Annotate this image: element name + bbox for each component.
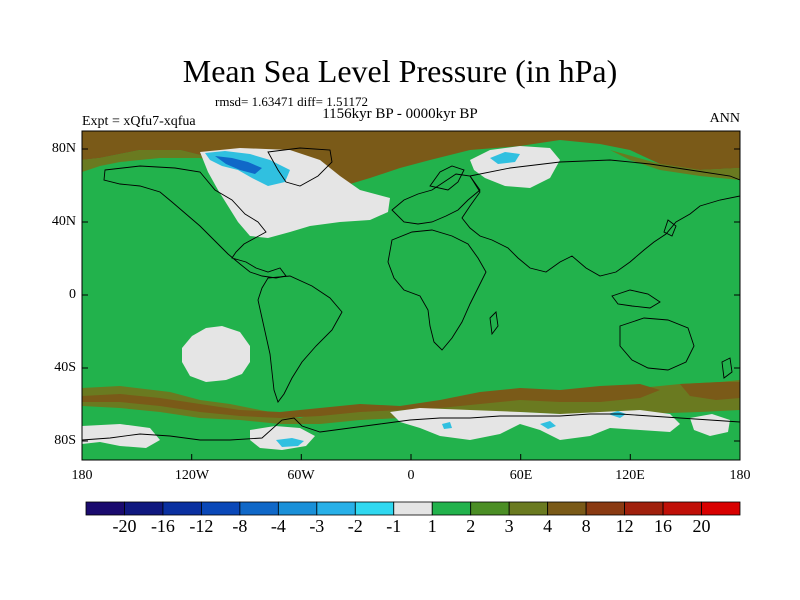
arctic-band-3-4 [82, 150, 250, 172]
southern-band-4-8-east [680, 382, 740, 400]
siberia-low-cyan [490, 152, 520, 164]
legend-swatch [354, 501, 395, 516]
lat-label-40n: 40N [51, 214, 76, 229]
lon-label-60w: 60W [287, 468, 315, 483]
period-label: 1156kyr BP - 0000kyr BP [322, 106, 478, 122]
legend-label: 16 [654, 516, 673, 536]
legend-swatch [662, 501, 702, 516]
legend-swatch [124, 501, 164, 516]
legend-swatch [701, 501, 741, 516]
lat-label-0: 0 [69, 287, 76, 302]
legend-label: -20 [112, 516, 137, 536]
lon-label-120w: 120W [174, 468, 210, 483]
legend-label: -2 [347, 516, 363, 536]
lon-label-180e: 180 [729, 468, 751, 483]
legend-label: 2 [466, 516, 476, 536]
legend-label: 3 [504, 516, 514, 536]
legend-swatch [277, 501, 318, 516]
legend-label: -16 [150, 516, 175, 536]
stats-line: rmsd= 1.63471 diff= 1.51172 [215, 94, 368, 109]
legend-swatch [470, 501, 510, 516]
legend-swatch [85, 501, 125, 516]
lat-label-80n: 80N [51, 141, 76, 156]
legend-swatch [162, 501, 202, 516]
legend-label: -4 [270, 516, 286, 536]
legend-swatch [624, 501, 664, 516]
tick-marks [81, 148, 741, 460]
legend-label: 20 [692, 516, 711, 536]
lon-label-180w: 180 [71, 468, 93, 483]
legend-label: 4 [543, 516, 553, 536]
legend-swatch [316, 501, 356, 516]
lon-label-0: 0 [407, 468, 415, 483]
legend-swatch [585, 501, 625, 516]
legend-swatch [239, 501, 279, 516]
lat-label-40s: 40S [54, 360, 76, 375]
south-pacific-low [182, 326, 250, 382]
arctic-band-4-8 [82, 131, 740, 190]
legend-swatch [201, 501, 241, 516]
greenland-low-blue [215, 156, 262, 174]
chart-title: Mean Sea Level Pressure (in hPa) [182, 53, 618, 89]
legend-label: -3 [309, 516, 325, 536]
legend-label: -12 [189, 516, 214, 536]
coastlines [82, 147, 740, 441]
legend-swatch [508, 501, 549, 516]
legend-label: 12 [615, 516, 634, 536]
antarctic-cyan-1 [276, 438, 304, 447]
season-label: ANN [709, 111, 740, 126]
legend-swatch [393, 501, 433, 516]
legend-label: 1 [427, 516, 437, 536]
legend-swatch [547, 501, 587, 516]
antarctic-cyan-3 [608, 411, 626, 418]
lon-label-120e: 120E [615, 468, 645, 483]
experiment-label: Expt = xQfu7-xqfua [82, 114, 196, 129]
legend-swatch [431, 501, 472, 516]
legend-label: -1 [386, 516, 402, 536]
antarctic-low-3 [390, 408, 680, 440]
lon-label-60e: 60E [509, 468, 533, 483]
legend-label: -8 [232, 516, 248, 536]
antarctic-low-1 [82, 424, 160, 448]
antarctic-cyan-4 [442, 422, 452, 429]
lat-label-80s: 80S [54, 433, 76, 448]
legend-label: 8 [581, 516, 591, 536]
southern-band-4-8 [82, 384, 660, 418]
antarctic-cyan-2 [540, 421, 556, 429]
